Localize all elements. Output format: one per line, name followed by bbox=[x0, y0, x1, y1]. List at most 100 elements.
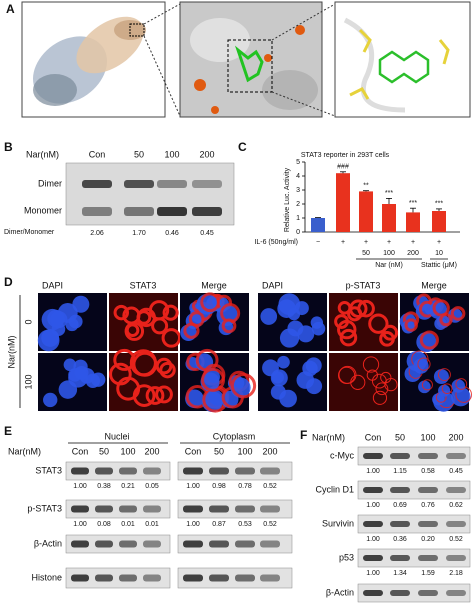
band-value: 0.08 bbox=[97, 521, 111, 528]
band-value: 0.01 bbox=[145, 521, 159, 528]
stain bbox=[162, 304, 179, 321]
axis-label: Nar(nM) bbox=[312, 432, 345, 442]
band-value: 0.21 bbox=[121, 483, 135, 490]
y-tick-label: 5 bbox=[296, 159, 300, 166]
stain bbox=[230, 373, 257, 399]
band-value: 0.38 bbox=[97, 483, 111, 490]
band bbox=[95, 467, 113, 475]
band bbox=[183, 540, 203, 548]
y-axis-label: Relative Luc. Activity bbox=[284, 167, 291, 232]
band bbox=[390, 555, 410, 561]
nucleus bbox=[73, 359, 88, 374]
band bbox=[235, 467, 255, 475]
lane-label: Con bbox=[72, 446, 89, 456]
treatment-sign: + bbox=[437, 239, 441, 246]
band bbox=[71, 574, 89, 582]
row-label: β-Actin bbox=[34, 538, 62, 548]
band bbox=[71, 467, 89, 475]
band-value: 0.98 bbox=[212, 483, 226, 490]
nucleus bbox=[451, 379, 466, 393]
band bbox=[95, 574, 113, 582]
blot bbox=[357, 514, 471, 534]
band bbox=[446, 590, 466, 596]
row-label: 100 bbox=[23, 374, 33, 389]
axis-label: Nar(nM) bbox=[8, 446, 41, 456]
blot bbox=[65, 534, 171, 554]
column-header: DAPI bbox=[262, 280, 283, 290]
band bbox=[183, 505, 203, 513]
blot bbox=[65, 499, 171, 519]
lane-label: Con bbox=[365, 432, 382, 442]
band bbox=[446, 521, 466, 527]
band bbox=[235, 505, 255, 513]
lane-label: 100 bbox=[420, 432, 435, 442]
panel-label: C bbox=[238, 140, 247, 154]
y-tick-label: 2 bbox=[296, 201, 300, 208]
nucleus bbox=[277, 299, 296, 319]
band-value: 0.52 bbox=[263, 521, 277, 528]
band bbox=[446, 555, 466, 561]
nucleus bbox=[297, 325, 315, 343]
panel-label: F bbox=[300, 428, 307, 442]
lane-label: 50 bbox=[395, 432, 405, 442]
band-value: 1.00 bbox=[186, 483, 200, 490]
band bbox=[235, 574, 255, 582]
column-header: Merge bbox=[201, 280, 227, 290]
ratio-value: 1.70 bbox=[132, 230, 146, 237]
band bbox=[119, 574, 137, 582]
stain bbox=[334, 314, 349, 329]
row-label: Survivin bbox=[322, 518, 354, 528]
blot bbox=[65, 461, 171, 481]
band bbox=[119, 505, 137, 513]
nucleus bbox=[180, 324, 197, 342]
stain bbox=[201, 367, 225, 392]
nucleus bbox=[72, 295, 90, 313]
stain bbox=[337, 301, 352, 315]
stain bbox=[366, 369, 378, 381]
band-value: 0.45 bbox=[449, 468, 463, 475]
nucleus bbox=[218, 320, 234, 336]
band bbox=[209, 467, 229, 475]
lane-label: Con bbox=[89, 149, 106, 159]
band bbox=[418, 590, 438, 596]
band-value: 1.34 bbox=[393, 570, 407, 577]
stain bbox=[200, 292, 220, 313]
group-label: Cytoplasm bbox=[213, 431, 256, 441]
stain bbox=[338, 365, 357, 384]
stain bbox=[116, 376, 141, 401]
stain bbox=[437, 368, 451, 382]
dose: 200 bbox=[407, 250, 419, 257]
row-label: 0 bbox=[23, 319, 33, 324]
nucleus bbox=[260, 308, 278, 325]
axis-label: Nar(nM) bbox=[26, 149, 59, 159]
band bbox=[390, 487, 410, 493]
row-label: Dimer bbox=[38, 178, 62, 188]
stain bbox=[122, 306, 141, 325]
nucleus bbox=[279, 328, 300, 348]
band bbox=[82, 207, 112, 216]
band bbox=[418, 453, 438, 459]
band-value: 0.76 bbox=[421, 502, 435, 509]
row-label: STAT3 bbox=[35, 465, 62, 475]
band bbox=[260, 505, 280, 513]
column-header: Merge bbox=[421, 280, 447, 290]
panel-label: A bbox=[6, 2, 15, 16]
lane-label: 200 bbox=[448, 432, 463, 442]
lane-label: 200 bbox=[262, 446, 277, 456]
band bbox=[260, 574, 280, 582]
nucleus bbox=[279, 389, 297, 408]
nucleus bbox=[58, 380, 78, 399]
stain bbox=[155, 385, 173, 404]
treatment-sign: + bbox=[364, 239, 368, 246]
structure-images bbox=[21, 1, 471, 118]
band-value: 1.00 bbox=[366, 536, 380, 543]
y-tick-label: 1 bbox=[296, 215, 300, 222]
bar bbox=[336, 173, 350, 232]
stain bbox=[450, 306, 466, 321]
band-value: 0.58 bbox=[421, 468, 435, 475]
stain bbox=[161, 328, 182, 348]
stain bbox=[113, 304, 130, 321]
column-header: DAPI bbox=[42, 280, 63, 290]
dose: 100 bbox=[383, 250, 395, 257]
band-value: 1.00 bbox=[73, 483, 87, 490]
